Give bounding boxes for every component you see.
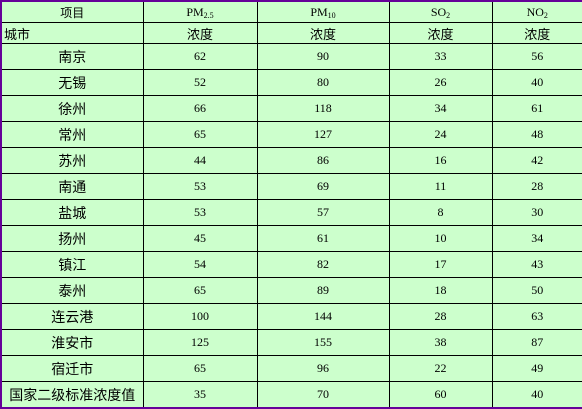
value-cell: 18 (388, 277, 493, 304)
value-cell: 11 (388, 173, 493, 200)
value-cell: 30 (491, 199, 582, 226)
value-cell: 65 (142, 355, 258, 382)
table-row: 淮安市 125 155 38 87 (0, 329, 582, 356)
value-cell: 62 (142, 43, 258, 70)
corner-header-top: 项目 (0, 0, 144, 23)
value-cell: 35 (142, 381, 258, 409)
header-row: 项目 PM2.5 PM10 SO2 NO2 (0, 0, 582, 23)
table-row: 盐城 53 57 8 30 (0, 199, 582, 226)
value-cell: 24 (388, 121, 493, 148)
value-cell: 17 (388, 251, 493, 278)
value-cell: 118 (256, 95, 390, 122)
value-cell: 127 (256, 121, 390, 148)
unit-label: 浓度 (142, 22, 258, 44)
value-cell: 144 (256, 303, 390, 330)
table-row: 无锡 52 80 26 40 (0, 69, 582, 96)
corner-header-bottom: 城市 (0, 22, 144, 44)
table-row: 徐州 66 118 34 61 (0, 95, 582, 122)
value-cell: 10 (388, 225, 493, 252)
column-header-so2: SO2 (388, 0, 493, 23)
table-row: 国家二级标准浓度值 35 70 60 40 (0, 381, 582, 409)
city-name-cell: 常州 (0, 121, 144, 148)
value-cell: 89 (256, 277, 390, 304)
value-cell: 65 (142, 121, 258, 148)
value-cell: 52 (142, 69, 258, 96)
value-cell: 63 (491, 303, 582, 330)
column-header-pm25: PM2.5 (142, 0, 258, 23)
value-cell: 125 (142, 329, 258, 356)
value-cell: 28 (388, 303, 493, 330)
city-name-cell: 连云港 (0, 303, 144, 330)
table-row: 南通 53 69 11 28 (0, 173, 582, 200)
value-cell: 96 (256, 355, 390, 382)
value-cell: 34 (388, 95, 493, 122)
city-name-cell: 无锡 (0, 69, 144, 96)
value-cell: 44 (142, 147, 258, 174)
value-cell: 34 (491, 225, 582, 252)
table-row: 镇江 54 82 17 43 (0, 251, 582, 278)
table-row: 扬州 45 61 10 34 (0, 225, 582, 252)
value-cell: 61 (256, 225, 390, 252)
value-cell: 80 (256, 69, 390, 96)
value-cell: 45 (142, 225, 258, 252)
column-header-pm10: PM10 (256, 0, 390, 23)
table-row: 常州 65 127 24 48 (0, 121, 582, 148)
city-name-cell: 镇江 (0, 251, 144, 278)
city-name-cell: 扬州 (0, 225, 144, 252)
value-cell: 69 (256, 173, 390, 200)
value-cell: 100 (142, 303, 258, 330)
value-cell: 49 (491, 355, 582, 382)
value-cell: 86 (256, 147, 390, 174)
city-name-cell: 淮安市 (0, 329, 144, 356)
value-cell: 40 (491, 381, 582, 409)
value-cell: 57 (256, 199, 390, 226)
value-cell: 28 (491, 173, 582, 200)
value-cell: 61 (491, 95, 582, 122)
table-row: 宿迁市 65 96 22 49 (0, 355, 582, 382)
value-cell: 40 (491, 69, 582, 96)
value-cell: 42 (491, 147, 582, 174)
value-cell: 155 (256, 329, 390, 356)
unit-label: 浓度 (388, 22, 493, 44)
table-row: 苏州 44 86 16 42 (0, 147, 582, 174)
value-cell: 16 (388, 147, 493, 174)
value-cell: 56 (491, 43, 582, 70)
value-cell: 90 (256, 43, 390, 70)
city-name-cell: 泰州 (0, 277, 144, 304)
value-cell: 43 (491, 251, 582, 278)
table-row: 连云港 100 144 28 63 (0, 303, 582, 330)
table-row: 南京 62 90 33 56 (0, 43, 582, 70)
value-cell: 82 (256, 251, 390, 278)
city-name-cell: 盐城 (0, 199, 144, 226)
value-cell: 65 (142, 277, 258, 304)
city-name-cell: 苏州 (0, 147, 144, 174)
column-header-no2: NO2 (491, 0, 582, 23)
city-name-cell: 徐州 (0, 95, 144, 122)
value-cell: 48 (491, 121, 582, 148)
value-cell: 70 (256, 381, 390, 409)
city-name-cell: 国家二级标准浓度值 (0, 381, 144, 409)
value-cell: 8 (388, 199, 493, 226)
value-cell: 26 (388, 69, 493, 96)
value-cell: 87 (491, 329, 582, 356)
value-cell: 53 (142, 199, 258, 226)
city-name-cell: 南通 (0, 173, 144, 200)
table-row: 泰州 65 89 18 50 (0, 277, 582, 304)
value-cell: 33 (388, 43, 493, 70)
value-cell: 53 (142, 173, 258, 200)
value-cell: 60 (388, 381, 493, 409)
value-cell: 54 (142, 251, 258, 278)
value-cell: 38 (388, 329, 493, 356)
city-name-cell: 南京 (0, 43, 144, 70)
value-cell: 50 (491, 277, 582, 304)
unit-row: 城市 浓度 浓度 浓度 浓度 (0, 22, 582, 44)
value-cell: 22 (388, 355, 493, 382)
unit-label: 浓度 (256, 22, 390, 44)
value-cell: 66 (142, 95, 258, 122)
city-name-cell: 宿迁市 (0, 355, 144, 382)
unit-label: 浓度 (491, 22, 582, 44)
